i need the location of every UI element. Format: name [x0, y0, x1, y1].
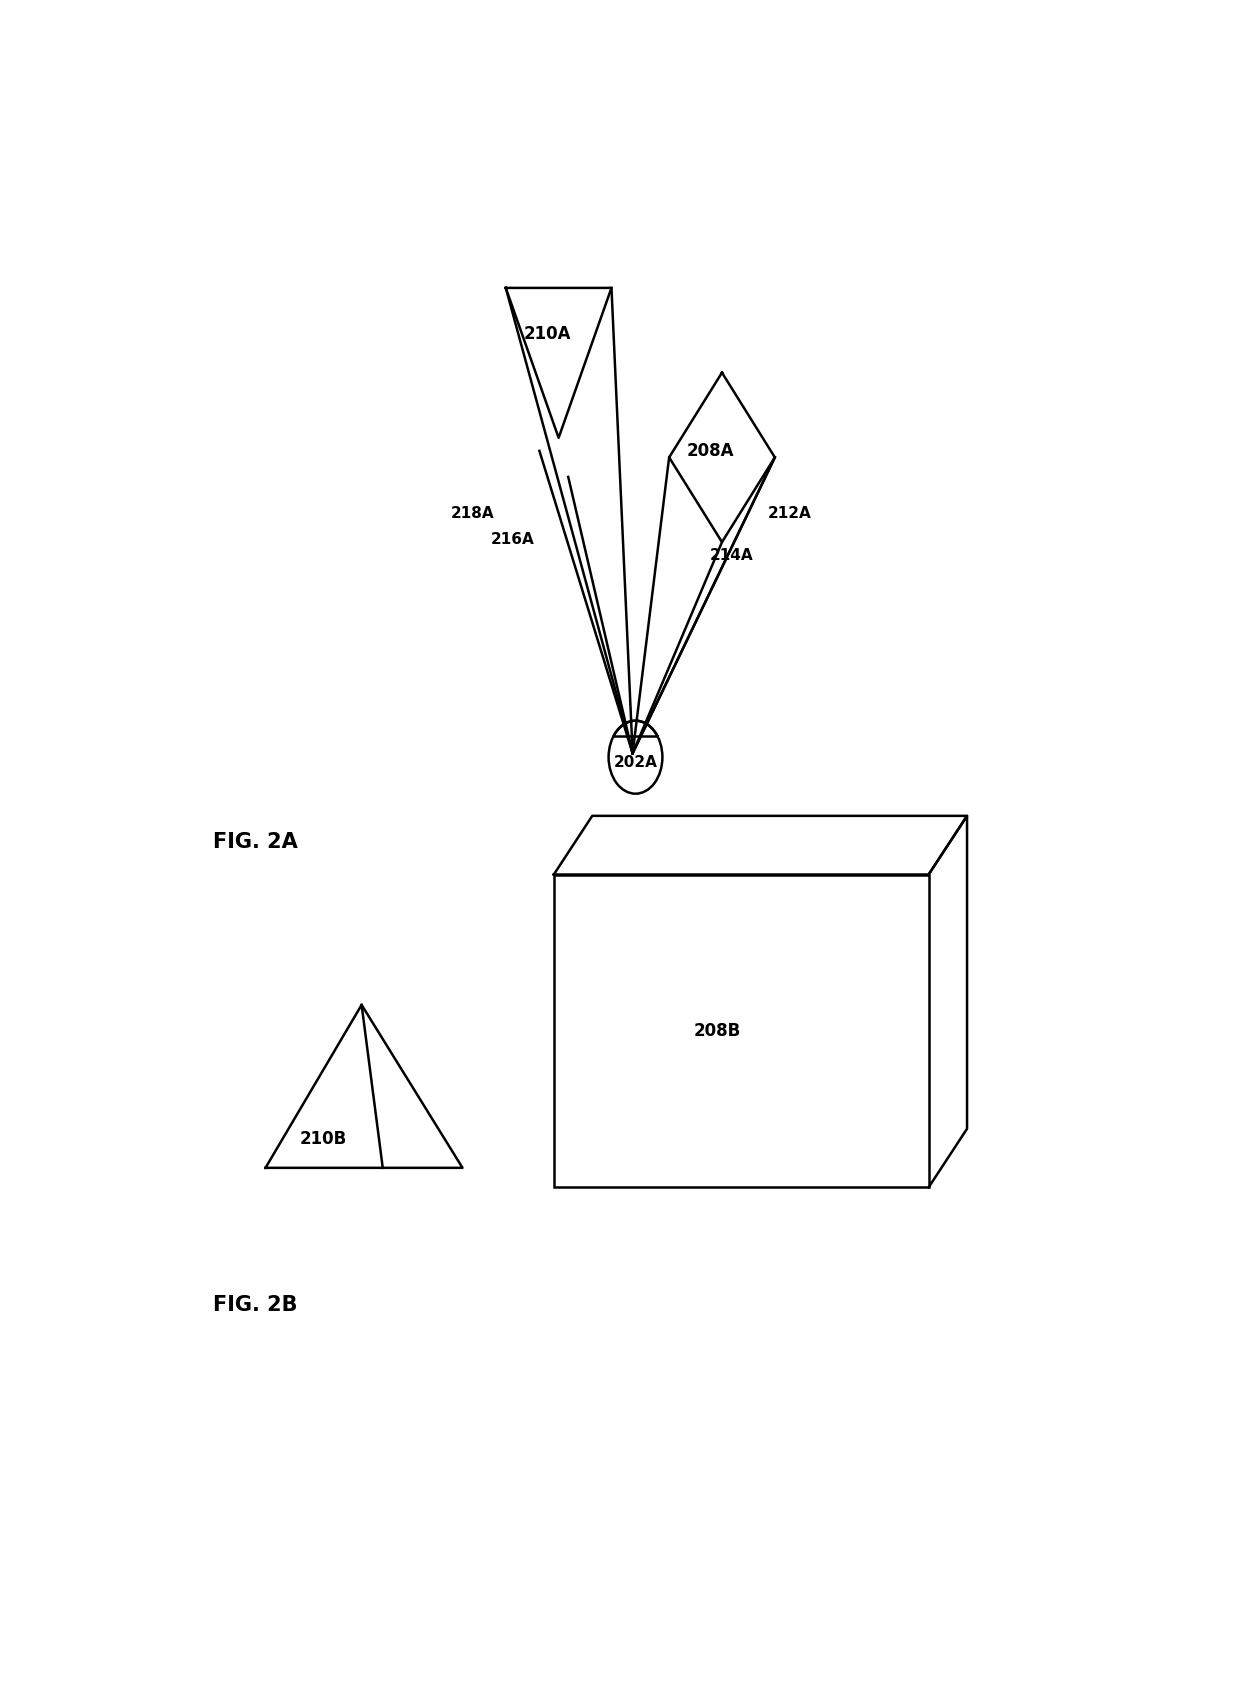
Text: 208B: 208B	[693, 1023, 740, 1040]
Text: 202A: 202A	[614, 755, 657, 770]
Text: 210A: 210A	[523, 325, 570, 342]
Text: 212A: 212A	[768, 506, 811, 521]
Text: 216A: 216A	[491, 532, 534, 547]
Text: FIG. 2A: FIG. 2A	[213, 831, 298, 852]
Text: 218A: 218A	[450, 506, 494, 521]
Text: 210B: 210B	[300, 1131, 347, 1148]
Text: 208A: 208A	[687, 442, 734, 460]
Text: FIG. 2B: FIG. 2B	[213, 1295, 298, 1315]
Text: 214A: 214A	[709, 547, 754, 562]
